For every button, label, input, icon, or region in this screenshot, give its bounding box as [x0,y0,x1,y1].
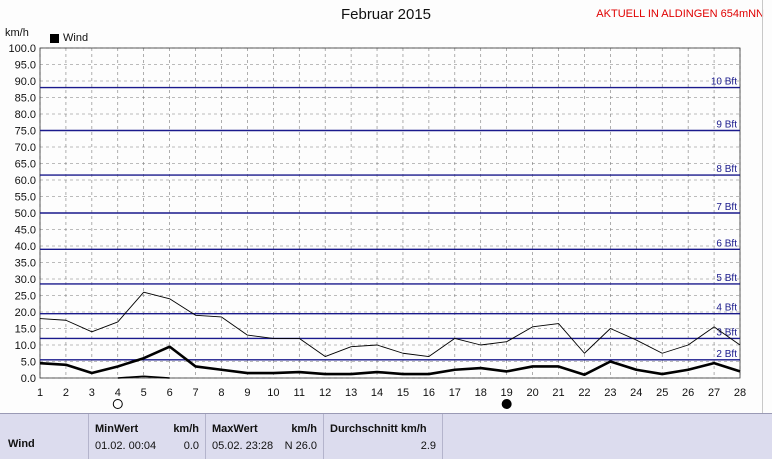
max-header: MaxWert [212,423,258,435]
series-line-wind-avg [40,347,740,375]
full-moon-icon [113,400,122,409]
y-tick-label: 20.0 [15,307,36,319]
x-tick-label: 17 [449,387,461,399]
y-tick-label: 15.0 [15,324,36,336]
min-header: MinWert [95,423,138,435]
x-tick-label: 20 [526,387,538,399]
y-tick-label: 25.0 [15,291,36,303]
x-tick-label: 24 [630,387,642,399]
x-tick-label: 25 [656,387,668,399]
x-tick-label: 12 [319,387,331,399]
stats-max-cell: MaxWert km/h 05.02. 23:28 N 26.0 [205,414,323,459]
x-tick-label: 15 [397,387,409,399]
x-tick-label: 18 [475,387,487,399]
y-tick-label: 95.0 [15,60,36,72]
y-tick-label: 75.0 [15,126,36,138]
series-line-gust [40,292,740,356]
y-tick-label: 100.0 [8,43,36,55]
y-tick-label: 45.0 [15,225,36,237]
x-tick-label: 4 [115,387,121,399]
beaufort-label: 4 Bft [716,303,737,314]
x-tick-label: 1 [37,387,43,399]
min-date: 01.02. 00:04 [95,440,156,452]
max-date: 05.02. 23:28 [212,440,273,452]
stats-empty-cell [442,414,763,459]
avg-header: Durchschnitt km/h [330,423,427,435]
x-tick-label: 19 [501,387,513,399]
beaufort-label: 9 Bft [716,120,737,131]
x-tick-label: 6 [167,387,173,399]
min-value: 0.0 [184,440,199,452]
y-tick-label: 55.0 [15,192,36,204]
x-tick-label: 28 [734,387,746,399]
y-tick-label: 10.0 [15,340,36,352]
y-tick-label: 60.0 [15,175,36,187]
x-tick-label: 7 [192,387,198,399]
beaufort-label: 3 Bft [716,327,737,338]
max-value: N 26.0 [285,440,317,452]
wind-chart: 0.0 5.0 10.0 15.0 20.0 25.0 30.0 35.0 40.0 45.0 50… [0,0,772,413]
x-tick-label: 22 [578,387,590,399]
min-unit: km/h [173,423,199,435]
y-tick-label: 50.0 [15,208,36,220]
x-tick-label: 8 [218,387,224,399]
y-tick-label: 35.0 [15,258,36,270]
x-tick-label: 3 [89,387,95,399]
scrollbar-edge [762,0,772,413]
stats-avg-cell: Durchschnitt km/h 2.9 [323,414,442,459]
x-tick-label: 5 [141,387,147,399]
beaufort-label: 2 Bft [716,349,737,360]
y-tick-label: 0.0 [21,373,36,385]
x-tick-label: 21 [552,387,564,399]
max-unit: km/h [291,423,317,435]
new-moon-icon [502,400,511,409]
stats-row-label-cell: Wind [0,414,88,459]
avg-value: 2.9 [421,440,436,452]
x-tick-label: 2 [63,387,69,399]
x-tick-label: 13 [345,387,357,399]
stats-panel: Wind MinWert km/h 01.02. 00:04 0.0 MaxWe… [0,413,772,459]
beaufort-label: 8 Bft [716,164,737,175]
x-tick-label: 14 [371,387,383,399]
beaufort-label: 6 Bft [716,238,737,249]
y-tick-label: 5.0 [21,357,36,369]
x-tick-label: 9 [244,387,250,399]
x-tick-label: 27 [708,387,720,399]
x-tick-label: 23 [604,387,616,399]
beaufort-label: 5 Bft [716,273,737,284]
y-tick-label: 90.0 [15,76,36,88]
x-tick-label: 16 [423,387,435,399]
y-tick-label: 80.0 [15,109,36,121]
y-tick-label: 40.0 [15,241,36,253]
beaufort-label: 7 Bft [716,202,737,213]
x-tick-label: 26 [682,387,694,399]
stats-row-label: Wind [8,438,35,450]
stats-min-cell: MinWert km/h 01.02. 00:04 0.0 [88,414,205,459]
x-tick-label: 10 [267,387,279,399]
x-tick-label: 11 [294,387,305,399]
y-tick-label: 85.0 [15,93,36,105]
y-tick-label: 65.0 [15,159,36,171]
beaufort-label: 10 Bft [711,77,737,88]
y-tick-label: 70.0 [15,142,36,154]
y-tick-label: 30.0 [15,274,36,286]
